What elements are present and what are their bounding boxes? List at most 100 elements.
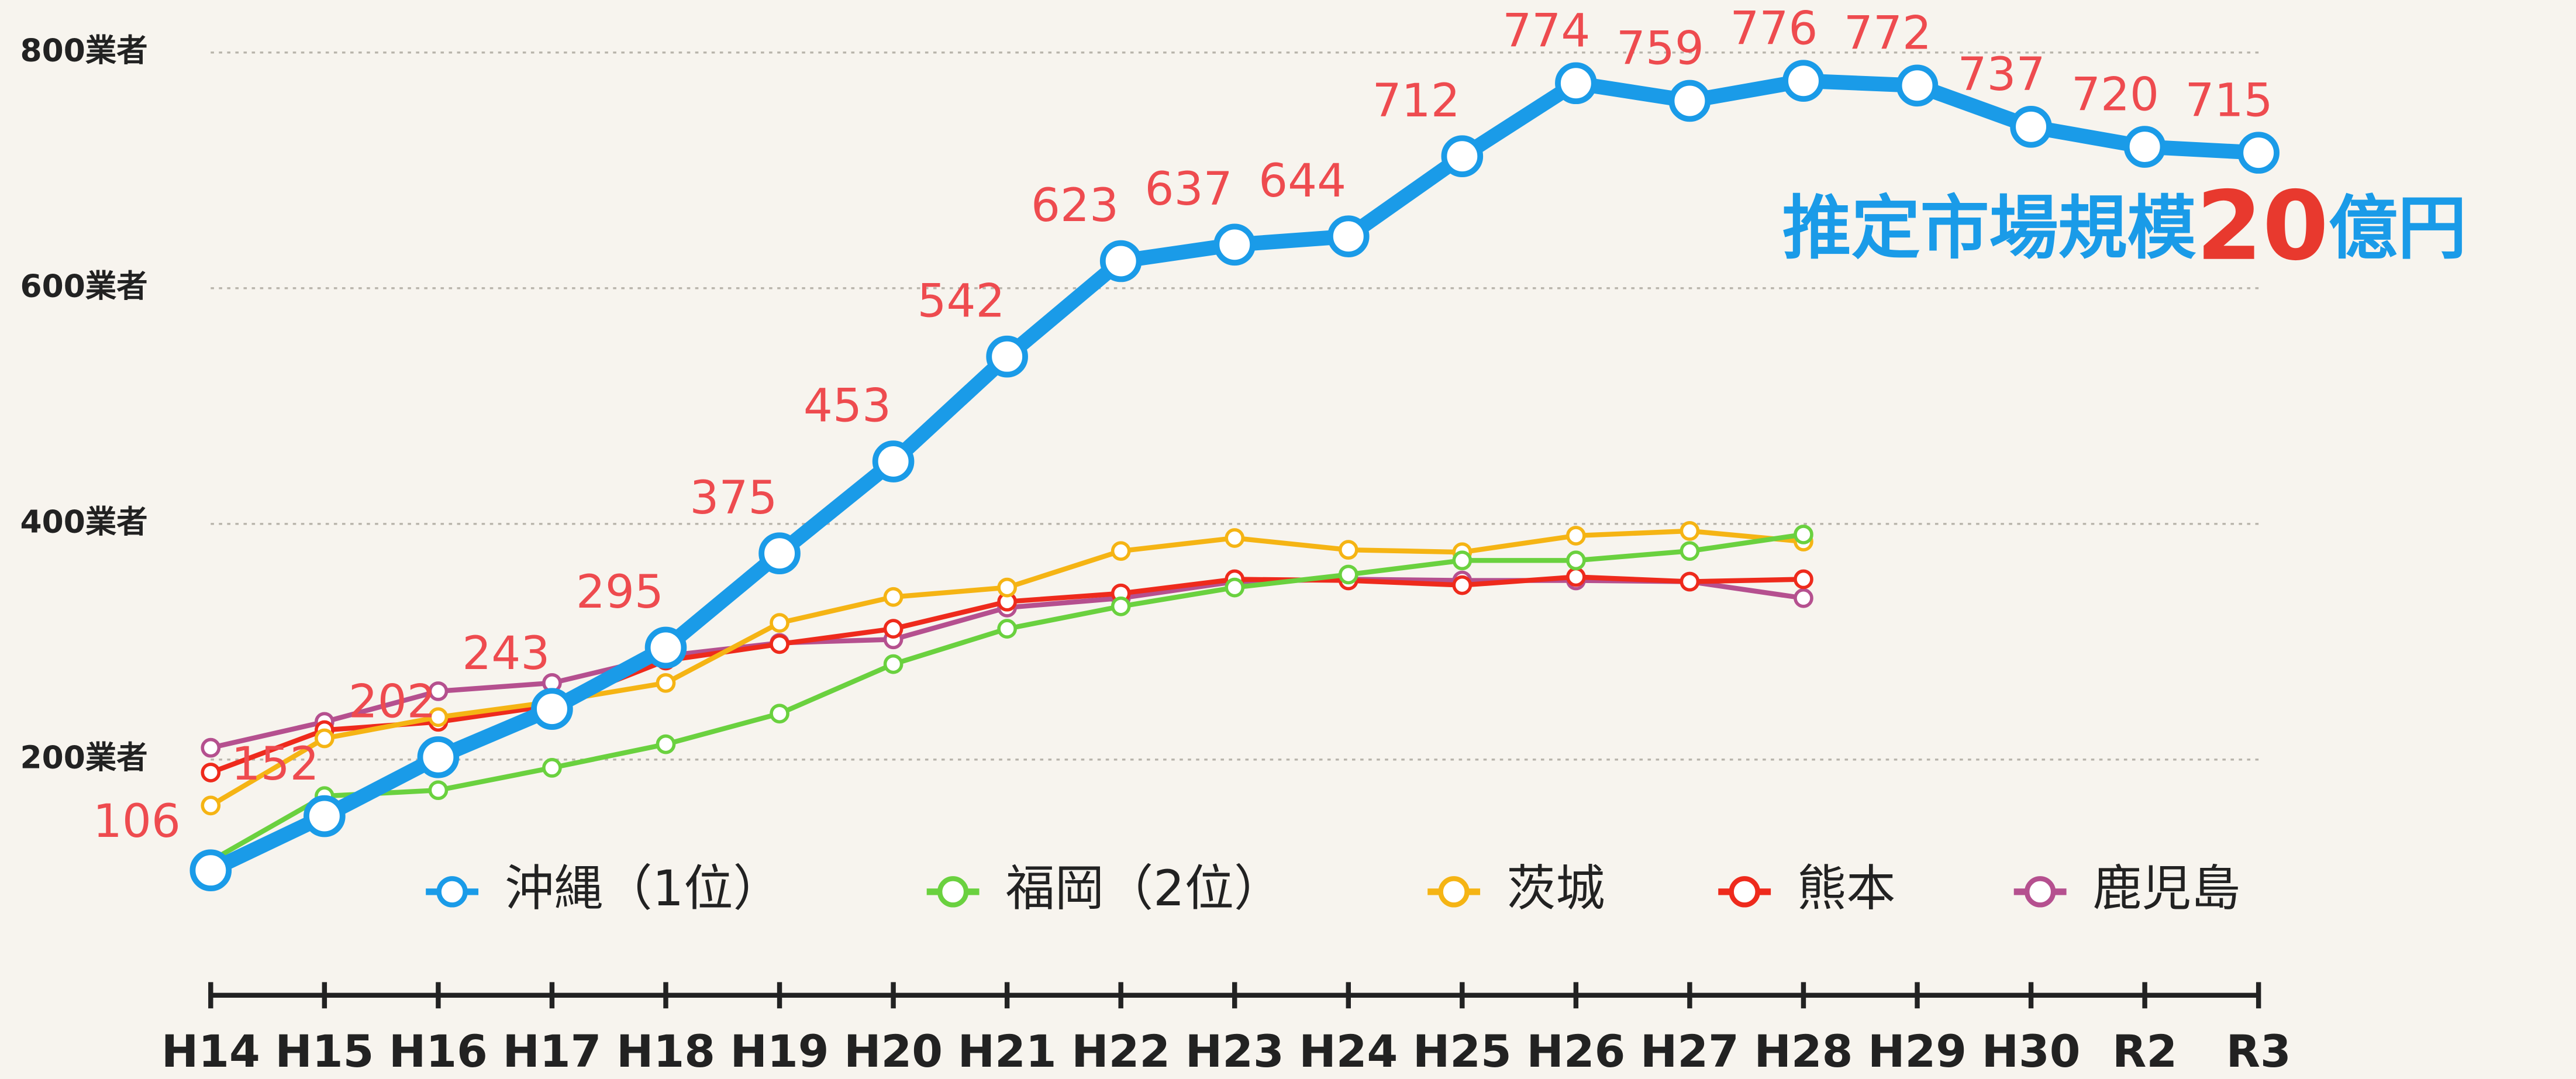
legend-label: 茨城 (1506, 860, 1605, 917)
data-point (2237, 132, 2280, 174)
data-point (1225, 577, 1245, 598)
data-point (986, 335, 1028, 378)
annotation-part: 推定市場規模 (1782, 188, 2196, 268)
value-label: 774 (1502, 4, 1590, 57)
data-point (1099, 240, 1142, 282)
x-tick-label: H29 (1868, 1026, 1967, 1077)
data-point (1680, 541, 1700, 561)
legend-item: 福岡（2位） (926, 860, 1283, 917)
data-point (883, 619, 904, 639)
data-point (2123, 126, 2166, 168)
legend-item: 鹿児島 (2013, 860, 2241, 917)
legend-marker (1438, 876, 1470, 908)
x-tick-label: H17 (502, 1026, 601, 1077)
data-point (770, 704, 789, 724)
legend-label: 鹿児島 (2093, 860, 2241, 917)
data-point (656, 673, 676, 693)
annotation-part: 20 (2196, 171, 2329, 282)
x-tick-label: H21 (958, 1026, 1057, 1077)
data-point (1111, 597, 1131, 616)
value-label: 152 (232, 737, 319, 791)
data-point (2010, 105, 2052, 148)
value-label: 715 (2185, 73, 2273, 127)
data-point (1566, 526, 1586, 546)
annotation: 推定市場規模20億円 (1782, 171, 2467, 282)
data-point (644, 626, 687, 669)
legend-label: 沖縄（1位） (505, 860, 782, 917)
data-point (872, 440, 915, 482)
data-point (542, 758, 562, 778)
legend-item: 熊本 (1718, 860, 1896, 917)
data-point (770, 634, 789, 654)
value-label: 202 (349, 674, 436, 728)
data-point (1668, 80, 1711, 122)
x-tick-label: H27 (1640, 1026, 1739, 1077)
value-label: 776 (1730, 1, 1818, 55)
data-point (1111, 541, 1131, 561)
data-point (201, 763, 221, 782)
data-point (883, 654, 904, 674)
data-point (997, 619, 1017, 639)
value-label: 759 (1616, 22, 1704, 75)
data-point (315, 728, 334, 749)
data-point (1794, 525, 1813, 544)
x-tick-label: H18 (616, 1026, 715, 1077)
data-point (1896, 64, 1939, 107)
data-point (428, 707, 449, 728)
data-point (1441, 135, 1484, 177)
legend-marker (436, 876, 468, 908)
data-point (428, 681, 449, 701)
data-point (1338, 540, 1358, 560)
data-point (1213, 223, 1256, 266)
value-label: 243 (462, 626, 550, 680)
legend-marker (1729, 876, 1760, 908)
y-tick-label: 800業者 (20, 32, 148, 69)
value-label: 637 (1145, 162, 1233, 216)
data-point (1782, 60, 1825, 102)
data-point (417, 736, 460, 778)
data-point (758, 532, 801, 574)
legend-marker (937, 876, 969, 908)
x-tick-label: H30 (1982, 1026, 2081, 1077)
data-point (428, 780, 449, 801)
value-label: 772 (1844, 6, 1932, 60)
x-tick-label: R2 (2112, 1026, 2177, 1077)
x-tick-label: H14 (161, 1026, 260, 1077)
value-label: 623 (1031, 178, 1119, 232)
legend-marker (2024, 876, 2056, 908)
y-tick-label: 400業者 (20, 503, 148, 540)
x-tick-label: H23 (1185, 1026, 1284, 1077)
data-point (1327, 215, 1370, 257)
value-label: 542 (917, 274, 1005, 328)
data-point (997, 577, 1017, 598)
data-point (1555, 62, 1597, 105)
data-point (770, 613, 789, 633)
data-point (1338, 564, 1358, 585)
value-label: 712 (1373, 74, 1460, 127)
x-tick-label: H20 (844, 1026, 943, 1077)
value-label: 720 (2071, 67, 2159, 121)
annotation-part: 億円 (2329, 188, 2467, 268)
data-point (1225, 528, 1245, 548)
data-point (1794, 588, 1813, 608)
x-tick-label: R3 (2226, 1026, 2291, 1077)
value-label: 453 (804, 379, 891, 433)
data-point (201, 795, 221, 816)
data-point (883, 587, 904, 607)
legend-item: 茨城 (1427, 860, 1605, 917)
data-point (1680, 521, 1700, 541)
x-tick-label: H25 (1413, 1026, 1512, 1077)
legend-item: 沖縄（1位） (426, 860, 782, 917)
x-tick-label: H28 (1754, 1026, 1853, 1077)
data-point (1680, 571, 1700, 592)
y-tick-label: 200業者 (20, 739, 148, 775)
data-point (1452, 550, 1473, 571)
data-point (1794, 569, 1813, 590)
data-point (201, 737, 221, 758)
data-point (1452, 575, 1473, 595)
data-point (1566, 550, 1586, 571)
value-label: 106 (93, 794, 181, 848)
data-point (1566, 567, 1586, 587)
